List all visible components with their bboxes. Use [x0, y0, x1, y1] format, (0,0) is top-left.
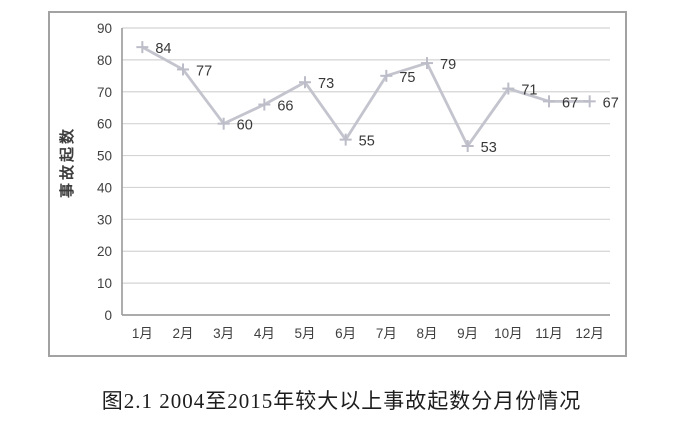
x-tick-label: 5月: [294, 326, 315, 341]
y-tick-label: 70: [97, 85, 112, 100]
figure-caption: 图2.1 2004至2015年较大以上事故起数分月份情况: [101, 389, 582, 413]
x-tick-label: 6月: [335, 326, 356, 341]
data-point-label: 84: [155, 41, 171, 57]
data-point-label: 55: [359, 134, 375, 150]
y-tick-label: 10: [97, 276, 112, 291]
y-tick-label: 90: [97, 21, 112, 36]
data-point-label: 67: [562, 95, 578, 111]
data-point-label: 73: [318, 76, 334, 92]
data-point-label: 79: [440, 57, 456, 73]
data-point-label: 71: [521, 83, 537, 99]
y-tick-label: 80: [97, 53, 112, 68]
x-tick-label: 9月: [457, 326, 478, 341]
data-point-label: 67: [603, 95, 619, 111]
y-tick-label: 60: [97, 117, 112, 132]
y-tick-label: 20: [97, 244, 112, 259]
y-tick-label: 50: [97, 149, 112, 164]
x-tick-label: 3月: [213, 326, 234, 341]
chart-frame: [48, 11, 627, 357]
data-point-label: 60: [237, 118, 253, 134]
x-tick-label: 11月: [535, 326, 563, 341]
data-point-label: 53: [481, 140, 497, 156]
y-tick-label: 30: [97, 212, 112, 227]
x-tick-label: 8月: [416, 326, 437, 341]
x-tick-label: 4月: [254, 326, 275, 341]
data-point-label: 75: [399, 70, 415, 86]
data-point-label: 66: [277, 99, 293, 115]
y-tick-label: 0: [104, 308, 112, 323]
y-tick-label: 40: [97, 180, 112, 195]
x-tick-label: 10月: [494, 326, 523, 341]
series-line: [141, 45, 590, 148]
data-point-label: 77: [196, 63, 212, 79]
x-tick-label: 1月: [132, 326, 153, 341]
x-tick-label: 7月: [376, 326, 397, 341]
x-tick-label: 2月: [172, 326, 193, 341]
x-tick-label: 12月: [575, 326, 604, 341]
